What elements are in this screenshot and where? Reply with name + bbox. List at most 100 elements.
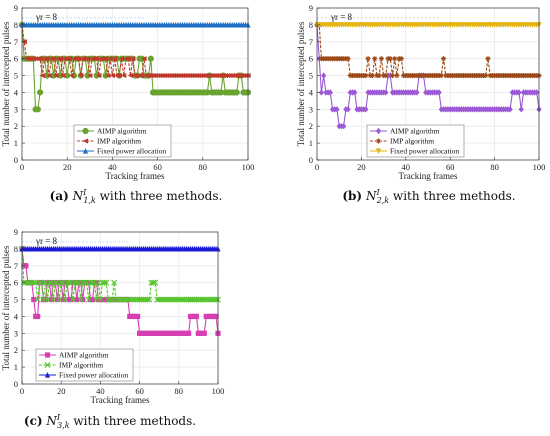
- data-point: [23, 263, 29, 269]
- caption-part: N: [45, 414, 57, 428]
- data-point: [116, 72, 122, 79]
- y-tick-label: 9: [309, 3, 313, 13]
- data-point: [233, 89, 240, 96]
- y-tick-label: 6: [309, 54, 313, 64]
- caption: (c) NI 3,k with three methods.: [24, 413, 196, 430]
- caption-part: N: [72, 189, 84, 203]
- chart-panel-2: γr = 8 0 20 40 60 80 100 0 1 2 3 4 5 6 7 8 9 Tracking fra…: [296, 3, 545, 205]
- data-point: [66, 279, 73, 286]
- x-axis-label: Tracking frames: [106, 171, 165, 181]
- data-point: [152, 279, 159, 286]
- data-point: [327, 89, 333, 96]
- legend-entry: Fixed power allocation: [97, 147, 166, 156]
- legend-marker: [44, 362, 51, 368]
- y-tick-label: 2: [309, 121, 313, 131]
- x-tick-label: 100: [533, 162, 546, 172]
- legend-entry: IMP algorithm: [97, 137, 141, 146]
- data-point: [125, 56, 131, 62]
- x-axis-label: Tracking frames: [399, 171, 458, 181]
- x-tick-label: 20: [57, 386, 66, 396]
- data-point: [59, 72, 66, 79]
- data-point: [50, 296, 57, 303]
- series-imp-algorithm: [19, 245, 221, 303]
- data-point: [78, 280, 84, 286]
- y-tick-label: 6: [14, 278, 18, 288]
- caption-part: N: [365, 189, 377, 203]
- y-tick-label: 7: [14, 37, 18, 47]
- legend-entry: Fixed power allocation: [390, 147, 459, 156]
- x-tick-label: 20: [357, 162, 366, 172]
- gamma-label: γr = 8: [330, 12, 353, 22]
- data-point: [438, 72, 444, 79]
- data-point: [111, 56, 118, 62]
- data-point: [341, 123, 347, 130]
- data-point: [518, 106, 524, 113]
- legend-entry: IMP algorithm: [390, 137, 434, 146]
- data-point: [129, 56, 136, 62]
- data-point: [387, 56, 393, 62]
- data-point: [141, 56, 147, 62]
- data-point: [95, 72, 102, 79]
- data-point: [109, 72, 115, 79]
- data-point: [334, 106, 340, 113]
- y-tick-label: 8: [14, 244, 18, 254]
- data-point: [392, 56, 398, 62]
- caption-part: I: [375, 188, 380, 197]
- data-point: [376, 72, 382, 79]
- legend-box: [73, 124, 172, 158]
- data-point: [193, 313, 200, 320]
- data-point: [84, 56, 91, 62]
- data-point: [66, 56, 73, 62]
- data-point: [34, 296, 41, 303]
- y-tick-label: 5: [14, 71, 18, 81]
- data-point: [436, 89, 442, 96]
- data-point: [86, 280, 92, 286]
- data-point: [57, 56, 64, 62]
- x-tick-label: 40: [96, 386, 105, 396]
- data-point: [107, 296, 114, 303]
- data-point: [46, 72, 52, 79]
- data-point: [318, 89, 325, 96]
- x-tick-label: 0: [20, 386, 24, 396]
- data-point: [52, 72, 59, 79]
- y-tick-label: 0: [309, 155, 313, 165]
- data-point: [394, 72, 400, 79]
- data-point: [507, 106, 513, 113]
- data-point: [56, 296, 63, 303]
- data-point: [111, 279, 118, 286]
- data-point: [201, 330, 207, 336]
- data-point: [50, 56, 57, 62]
- y-tick-label: 1: [309, 138, 313, 148]
- data-point: [483, 72, 489, 79]
- series-fixed-power-allocation: [19, 245, 221, 252]
- data-point: [75, 56, 82, 62]
- chart-panel-3: γr = 8 0 20 40 60 80 100 0 1 2 3 4 5 6 7 8 9 Tracking fra…: [1, 227, 224, 430]
- y-tick-label: 3: [309, 104, 313, 114]
- data-point: [101, 279, 108, 286]
- data-point: [345, 106, 351, 113]
- data-point: [60, 296, 66, 303]
- data-point: [42, 296, 49, 303]
- x-tick-label: 60: [446, 162, 455, 172]
- data-point: [68, 296, 74, 303]
- y-tick-label: 1: [14, 138, 18, 148]
- y-tick-label: 4: [309, 87, 314, 97]
- y-tick-label: 0: [14, 155, 18, 165]
- caption-part: (c): [24, 414, 43, 428]
- caption-part: I: [56, 413, 61, 422]
- data-point: [43, 56, 50, 62]
- data-point: [39, 72, 45, 79]
- data-point: [534, 89, 540, 96]
- caption-part: with three methods.: [73, 414, 196, 428]
- data-point: [77, 296, 84, 303]
- data-point: [93, 56, 100, 62]
- data-point: [150, 279, 157, 286]
- data-point: [36, 89, 44, 96]
- x-tick-label: 0: [20, 162, 24, 172]
- legend-marker: [82, 148, 89, 154]
- caption-part: 2,k: [376, 196, 390, 205]
- legend-entry: Fixed power allocation: [59, 371, 128, 380]
- data-point: [372, 56, 378, 62]
- data-point: [80, 296, 86, 303]
